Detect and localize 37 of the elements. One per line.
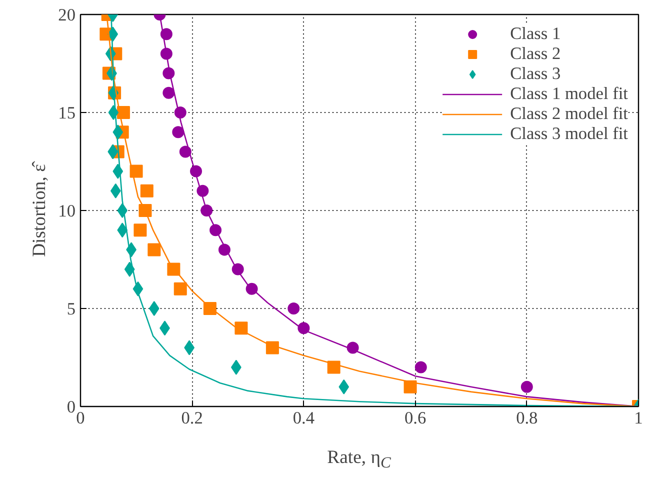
point [327,360,340,374]
point [108,144,118,160]
point [266,341,279,354]
point [140,184,154,198]
y-tick-label: 5 [66,300,76,318]
legend-label: Class 3 [510,64,561,84]
point [130,164,143,178]
legend-label: Class 1 [510,24,561,44]
legend-label: Class 1 model fit [510,84,628,104]
point [174,282,187,296]
y-tick-label: 15 [58,104,76,122]
x-tick-label: 0.6 [404,408,426,428]
x-tick-label: 1 [634,408,643,428]
legend-label: Class 3 model fit [510,124,628,144]
x-tick-label: 0.2 [181,408,203,428]
point [134,224,147,237]
point [404,380,417,394]
point [172,126,184,138]
point [110,183,121,198]
point [160,28,172,40]
x-tick-label: 0.8 [516,408,538,428]
point [288,302,300,314]
point [414,361,427,374]
legend-label: Class 2 model fit [510,104,628,124]
y-tick-label: 20 [58,6,76,24]
point [148,301,160,316]
point [148,243,161,256]
point [162,86,175,99]
point [179,146,192,158]
point [520,380,533,393]
y-axis-title: Distortion, ε̂ [29,161,50,257]
point [338,379,350,394]
legend-label: Class 2 [510,44,561,64]
x-tick-label: 0.4 [292,408,315,428]
point [117,222,128,238]
x-axis-title: Rate, η$_{C}$ [326,446,392,474]
y-tick-label: 10 [58,202,76,220]
